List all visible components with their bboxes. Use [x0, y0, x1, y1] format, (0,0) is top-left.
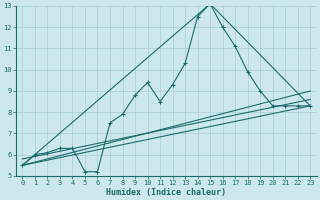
- X-axis label: Humidex (Indice chaleur): Humidex (Indice chaleur): [106, 188, 226, 197]
